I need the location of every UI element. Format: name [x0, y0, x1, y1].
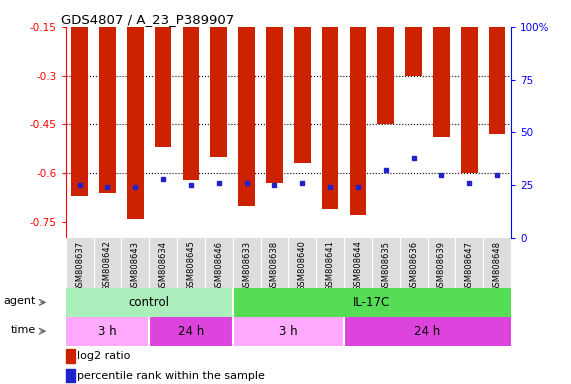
Text: agent: agent: [4, 296, 36, 306]
Bar: [238, 27, 255, 205]
Bar: [489, 27, 505, 134]
Text: time: time: [11, 325, 36, 335]
Bar: [233, 288, 511, 317]
Text: GSM808638: GSM808638: [270, 240, 279, 292]
Bar: [294, 27, 311, 163]
Bar: [149, 317, 233, 346]
Bar: [461, 27, 477, 173]
Text: GSM808639: GSM808639: [437, 240, 446, 291]
Bar: [322, 27, 339, 209]
Bar: [183, 27, 199, 180]
Bar: [266, 27, 283, 183]
Text: GSM808646: GSM808646: [214, 240, 223, 291]
Bar: [349, 27, 367, 215]
Text: GSM808643: GSM808643: [131, 240, 140, 291]
Text: GSM808642: GSM808642: [103, 240, 112, 291]
Bar: [405, 27, 422, 76]
Bar: [433, 27, 450, 137]
Bar: [99, 27, 116, 193]
Text: GSM808633: GSM808633: [242, 240, 251, 292]
Text: GSM808640: GSM808640: [297, 240, 307, 291]
Text: GSM808641: GSM808641: [325, 240, 335, 291]
Bar: [66, 349, 75, 363]
Bar: [127, 27, 144, 218]
Text: 24 h: 24 h: [178, 325, 204, 338]
Bar: [66, 317, 149, 346]
Bar: [66, 288, 233, 317]
Bar: [155, 27, 171, 147]
Bar: [210, 27, 227, 157]
Text: GSM808637: GSM808637: [75, 240, 84, 292]
Text: 3 h: 3 h: [279, 325, 297, 338]
Text: log2 ratio: log2 ratio: [77, 351, 130, 361]
Text: GSM808636: GSM808636: [409, 240, 418, 292]
Bar: [66, 369, 75, 382]
Text: percentile rank within the sample: percentile rank within the sample: [77, 371, 264, 381]
Text: GSM808647: GSM808647: [465, 240, 474, 291]
Text: IL-17C: IL-17C: [353, 296, 391, 309]
Text: 24 h: 24 h: [415, 325, 441, 338]
Text: control: control: [128, 296, 170, 309]
Text: GDS4807 / A_23_P389907: GDS4807 / A_23_P389907: [61, 13, 235, 26]
Text: GSM808648: GSM808648: [493, 240, 502, 291]
Text: GSM808644: GSM808644: [353, 240, 363, 291]
Text: GSM808634: GSM808634: [159, 240, 168, 291]
Text: GSM808645: GSM808645: [186, 240, 195, 291]
Bar: [233, 317, 344, 346]
Bar: [71, 27, 88, 196]
Bar: [344, 317, 511, 346]
Text: 3 h: 3 h: [98, 325, 116, 338]
Text: GSM808635: GSM808635: [381, 240, 391, 291]
Bar: [377, 27, 394, 124]
